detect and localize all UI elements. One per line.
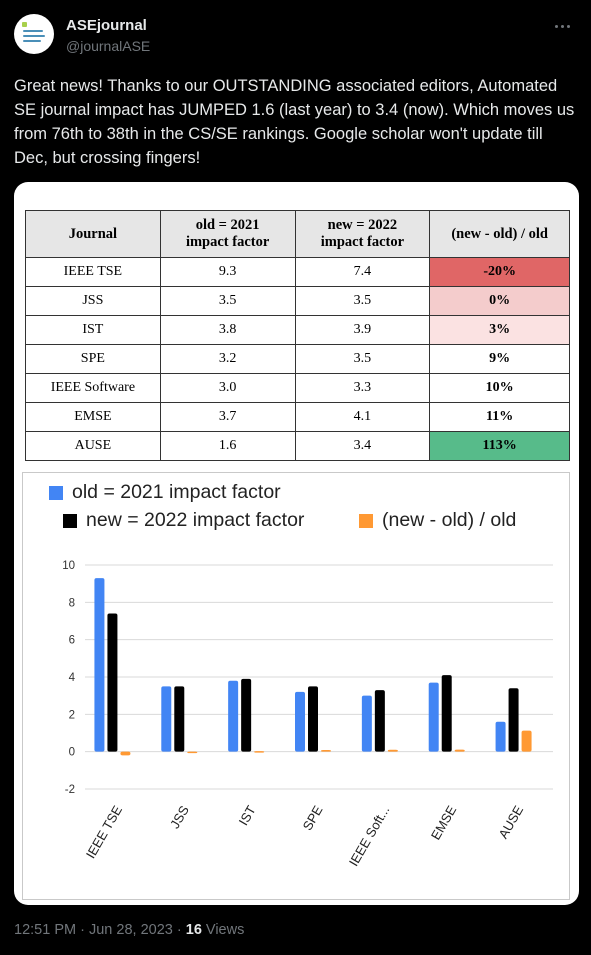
account-name[interactable]: ASEjournal	[66, 17, 147, 34]
tweet-image[interactable]: Journal old = 2021 impact factor new = 2…	[14, 182, 579, 905]
bar-change	[187, 751, 198, 754]
avatar[interactable]	[14, 14, 54, 54]
y-tick-label: 6	[69, 635, 75, 647]
bar-old	[295, 691, 305, 752]
legend-item-change: (new - old) / old	[359, 509, 516, 532]
bar-new	[107, 613, 118, 752]
tweet-time[interactable]: 12:51 PM	[14, 922, 77, 938]
x-tick-label: AUSE	[495, 803, 526, 841]
account-handle[interactable]: @journalASE	[66, 38, 151, 54]
legend-swatch-old	[49, 485, 63, 500]
x-tick-label: IST	[236, 803, 259, 828]
x-tick-label: EMSE	[428, 803, 460, 843]
tweet-date[interactable]: Jun 28, 2023	[88, 922, 173, 938]
cell-change: 3%	[429, 315, 570, 345]
impact-factor-table: Journal old = 2021 impact factor new = 2…	[25, 210, 570, 461]
legend-swatch-new	[63, 513, 77, 528]
cell-old: 3.8	[159, 315, 296, 345]
bar-new	[174, 686, 185, 752]
y-tick-label: 8	[69, 597, 75, 609]
legend-swatch-change	[359, 513, 373, 528]
bar-old	[94, 578, 105, 752]
bar-old	[495, 721, 506, 752]
bar-new	[308, 686, 318, 752]
y-tick-label: 0	[69, 747, 75, 759]
x-tick-label: IEEE Soft...	[346, 803, 393, 869]
cell-old: 3.2	[159, 344, 296, 374]
cell-old: 9.3	[159, 257, 296, 287]
table-row: IEEE Software 3.0 3.3 10%	[25, 373, 570, 403]
bar-change	[120, 751, 131, 756]
cell-old: 3.0	[159, 373, 296, 403]
bar-old	[361, 695, 372, 752]
bar-change	[521, 730, 532, 752]
views-label[interactable]: Views	[205, 922, 245, 938]
cell-new: 3.5	[294, 286, 431, 316]
header-journal: Journal	[25, 210, 161, 258]
table-row: EMSE 3.7 4.1 11%	[25, 402, 570, 432]
cell-change: -20%	[429, 257, 570, 287]
table-row: IST 3.8 3.9 3%	[25, 315, 570, 345]
header-new: new = 2022 impact factor	[294, 210, 431, 258]
cell-new: 3.3	[294, 373, 431, 403]
cell-old: 3.7	[159, 402, 296, 432]
cell-journal: IST	[25, 315, 161, 345]
table-row: IEEE TSE 9.3 7.4 -20%	[25, 257, 570, 287]
legend-item-new: new = 2022 impact factor	[63, 509, 304, 532]
chart-plot-area: -2 0 2 4 6 8 10 IEEE TSE JSS IST SPE IEEE Soft... EM…	[62, 560, 553, 869]
y-tick-label: -2	[65, 784, 75, 796]
cell-new: 7.4	[294, 257, 431, 287]
legend-item-old: old = 2021 impact factor	[49, 481, 281, 504]
cell-new: 3.5	[294, 344, 431, 374]
bar-change	[454, 749, 465, 752]
cell-change: 0%	[429, 286, 570, 316]
bar-change	[254, 751, 265, 753]
cell-old: 3.5	[159, 286, 296, 316]
y-tick-label: 4	[69, 672, 76, 684]
tweet-header: ASEjournal @journalASE	[14, 14, 577, 58]
bar-new	[441, 675, 452, 752]
legend-label-old: old = 2021 impact factor	[72, 481, 281, 503]
cell-journal: JSS	[25, 286, 161, 316]
cell-new: 3.9	[294, 315, 431, 345]
cell-new: 4.1	[294, 402, 431, 432]
legend-label-change: (new - old) / old	[382, 509, 517, 531]
cell-journal: AUSE	[25, 431, 161, 461]
logo-mark-icon	[22, 22, 27, 27]
table-row: AUSE 1.6 3.4 113%	[25, 431, 570, 461]
y-tick-label: 10	[62, 560, 75, 572]
cell-journal: IEEE Software	[25, 373, 161, 403]
cell-journal: EMSE	[25, 402, 161, 432]
legend-label-new: new = 2022 impact factor	[86, 509, 305, 531]
bar-new	[508, 688, 519, 752]
bar-chart: old = 2021 impact factor new = 2022 impa…	[22, 472, 570, 900]
x-tick-label: IEEE TSE	[83, 803, 125, 861]
bar-old	[228, 680, 239, 752]
cell-change: 10%	[429, 373, 570, 403]
cell-journal: IEEE TSE	[25, 257, 161, 287]
cell-change: 11%	[429, 402, 570, 432]
cell-change: 113%	[429, 431, 570, 461]
bar-change	[321, 749, 331, 752]
x-tick-label: SPE	[300, 803, 326, 833]
table-row: JSS 3.5 3.5 0%	[25, 286, 570, 316]
header-old: old = 2021 impact factor	[159, 210, 296, 258]
header-change: (new - old) / old	[429, 210, 570, 258]
bar-new	[241, 678, 252, 752]
more-options-icon[interactable]	[547, 14, 577, 38]
cell-old: 1.6	[159, 431, 296, 461]
y-tick-label: 2	[69, 709, 75, 721]
bar-change	[387, 749, 398, 752]
bar-new	[374, 690, 385, 752]
cell-new: 3.4	[294, 431, 431, 461]
views-count: 16	[185, 922, 202, 938]
bar-old	[161, 686, 172, 752]
tweet-text: Great news! Thanks to our OUTSTANDING as…	[14, 77, 575, 167]
cell-change: 9%	[429, 344, 570, 374]
table-row: SPE 3.2 3.5 9%	[25, 344, 570, 374]
x-tick-label: JSS	[167, 803, 192, 831]
cell-journal: SPE	[25, 344, 161, 374]
tweet-footer: 12:51 PM · Jun 28, 2023 · 16 Views	[14, 922, 245, 938]
bar-old	[428, 682, 439, 752]
